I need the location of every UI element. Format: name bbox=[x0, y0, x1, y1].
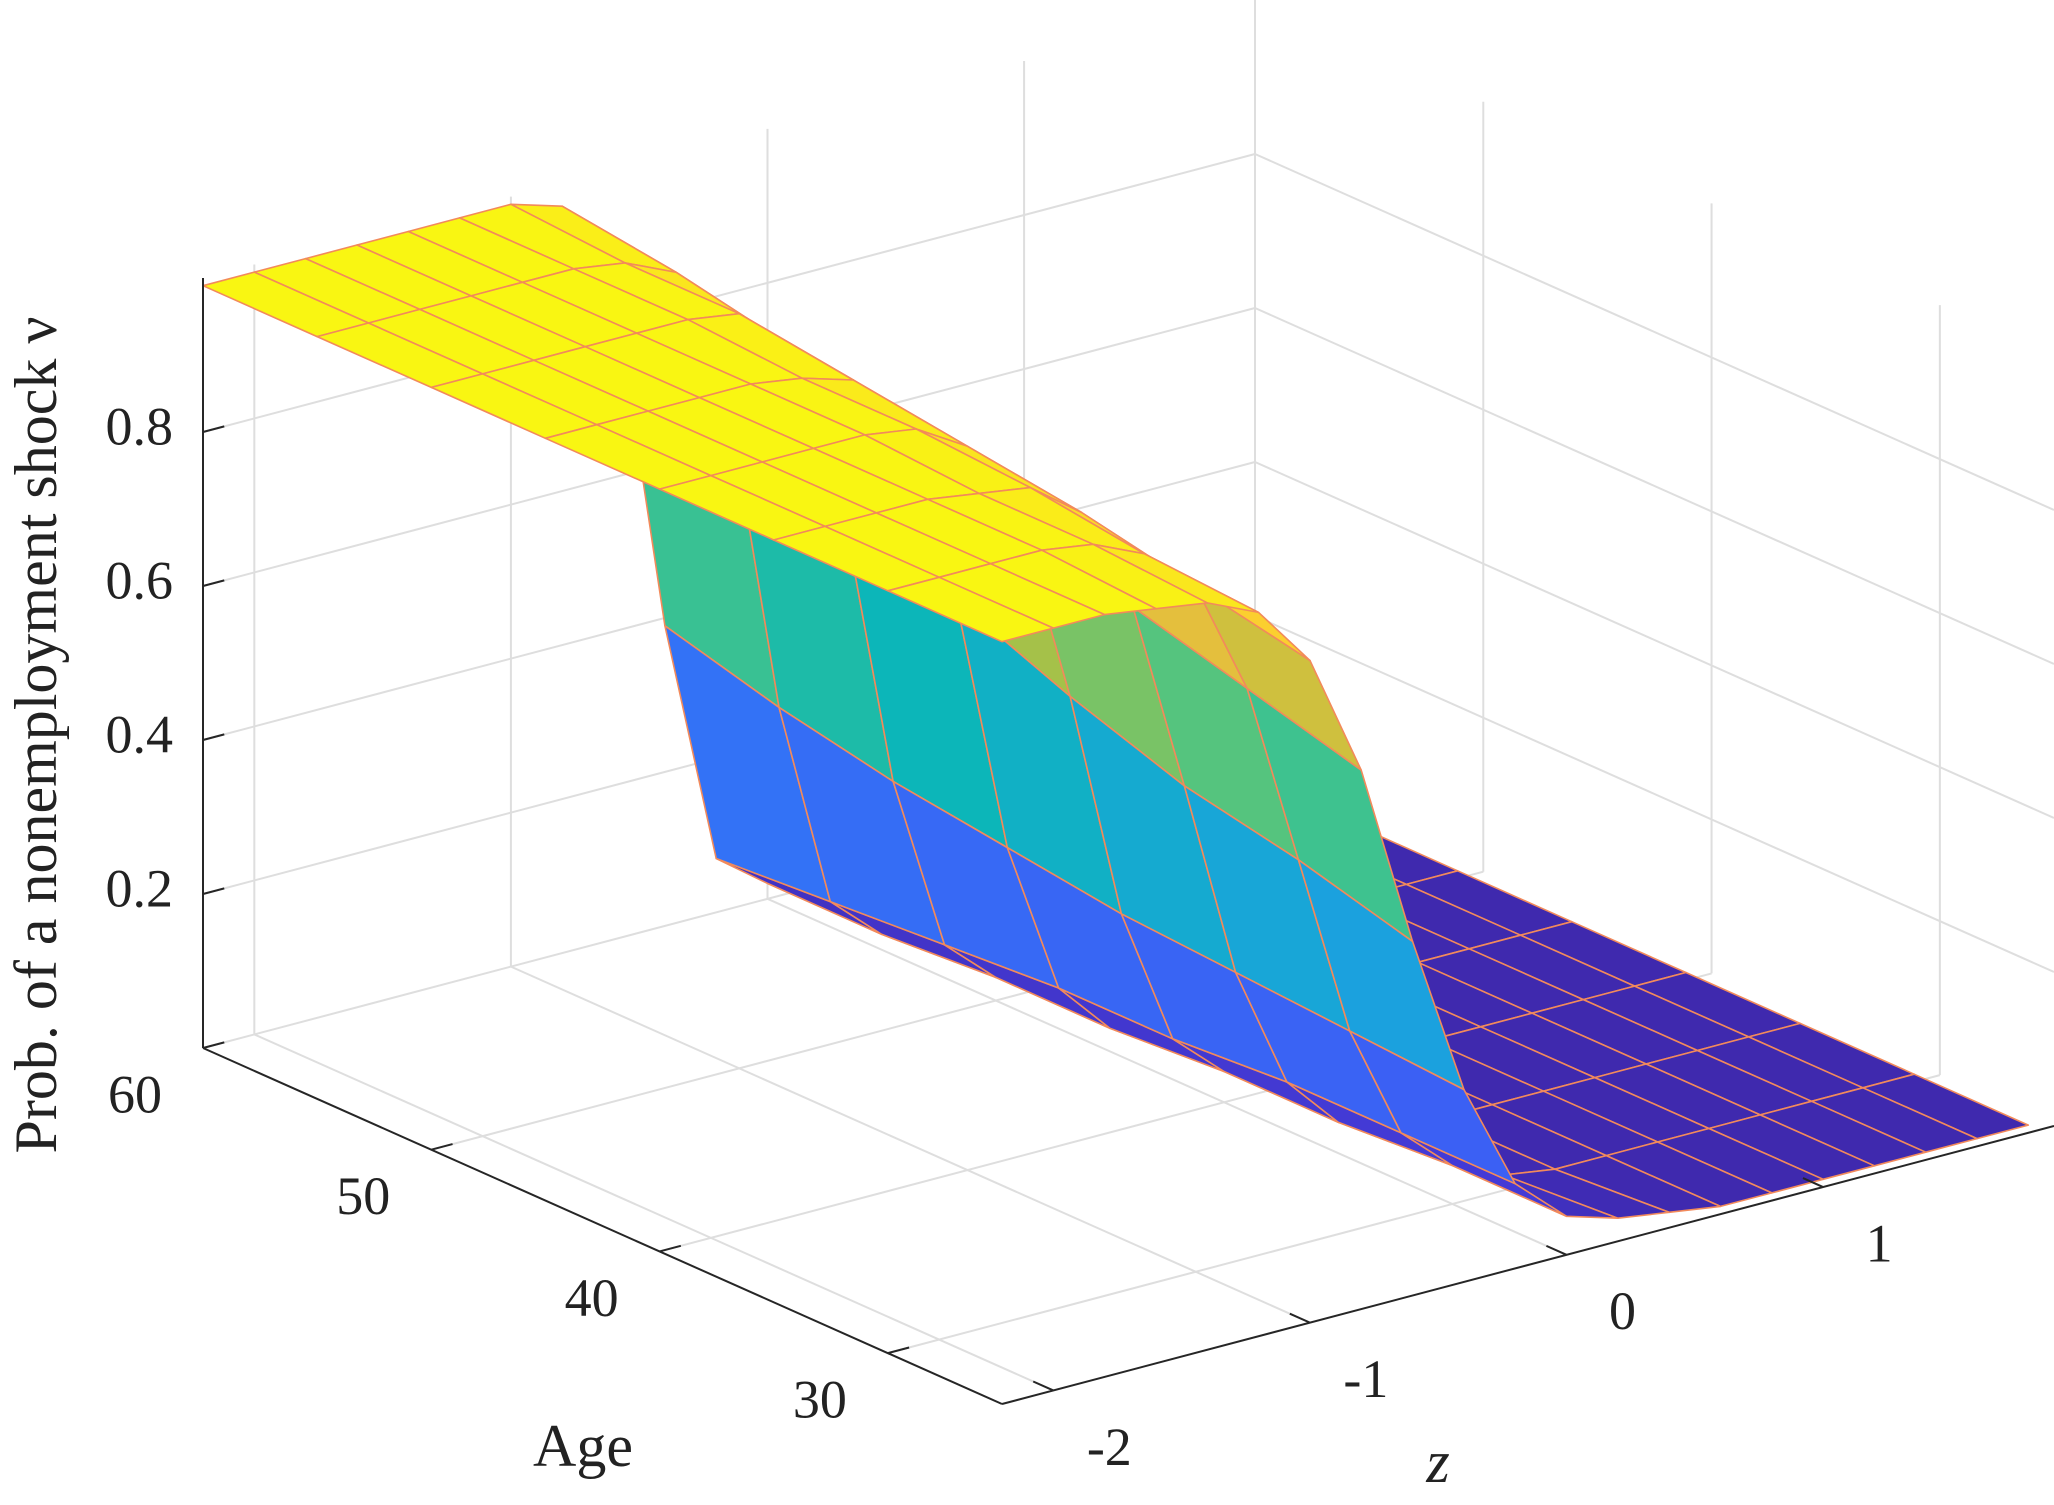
x-tick-mark bbox=[1802, 1177, 1824, 1188]
axes-layer: 0.2 0.4 0.6 0.8 30 40 50 60 -2 -1 0 1 bbox=[106, 278, 2054, 1477]
y-tick-label: 40 bbox=[565, 1268, 619, 1328]
wall-grid-line bbox=[1254, 307, 2054, 665]
z-tick-mark bbox=[202, 579, 225, 587]
z-axis-label: Prob. of a nonemployment shock ν bbox=[3, 316, 69, 1153]
surface-patch bbox=[887, 576, 1055, 643]
x-axis-label: z bbox=[1425, 1429, 1449, 1495]
x-tick-label: -1 bbox=[1343, 1349, 1388, 1409]
z-tick-label: 0.2 bbox=[106, 858, 174, 918]
x-axis-line bbox=[1001, 1125, 2054, 1405]
x-tick-mark bbox=[1289, 1312, 1311, 1324]
y-tick-mark bbox=[202, 1041, 225, 1049]
z-tick-label: 0.4 bbox=[106, 704, 174, 764]
y-tick-mark bbox=[659, 1244, 682, 1253]
wall-grid-line bbox=[202, 153, 1256, 433]
y-tick-label: 50 bbox=[336, 1166, 390, 1226]
y-tick-label: 60 bbox=[108, 1064, 162, 1124]
wall-grid-line bbox=[1254, 615, 2054, 973]
y-tick-mark bbox=[887, 1346, 910, 1355]
floor-grid-line bbox=[510, 965, 1311, 1324]
z-tick-label: 0.8 bbox=[106, 396, 174, 456]
y-axis-label: Age bbox=[533, 1413, 633, 1479]
x-tick-mark bbox=[1032, 1380, 1054, 1392]
y-tick-mark bbox=[431, 1143, 453, 1151]
y-axis-line bbox=[202, 1047, 1003, 1405]
z-tick-label: 0.6 bbox=[106, 550, 174, 610]
x-tick-label: -2 bbox=[1087, 1417, 1132, 1477]
z-tick-mark bbox=[202, 887, 225, 895]
floor-grid-line bbox=[253, 1033, 1054, 1392]
y-tick-label: 30 bbox=[793, 1370, 847, 1430]
x-tick-mark bbox=[1545, 1244, 1567, 1256]
z-tick-mark bbox=[202, 733, 225, 741]
floor-grid-line bbox=[767, 897, 1567, 1256]
wall-grid-line bbox=[1254, 153, 2054, 511]
x-tick-label: 0 bbox=[1609, 1281, 1636, 1341]
wall-grid-line bbox=[1254, 461, 2054, 819]
z-tick-mark bbox=[202, 425, 225, 433]
surface bbox=[202, 203, 2030, 1219]
x-tick-label: 1 bbox=[1866, 1213, 1893, 1273]
